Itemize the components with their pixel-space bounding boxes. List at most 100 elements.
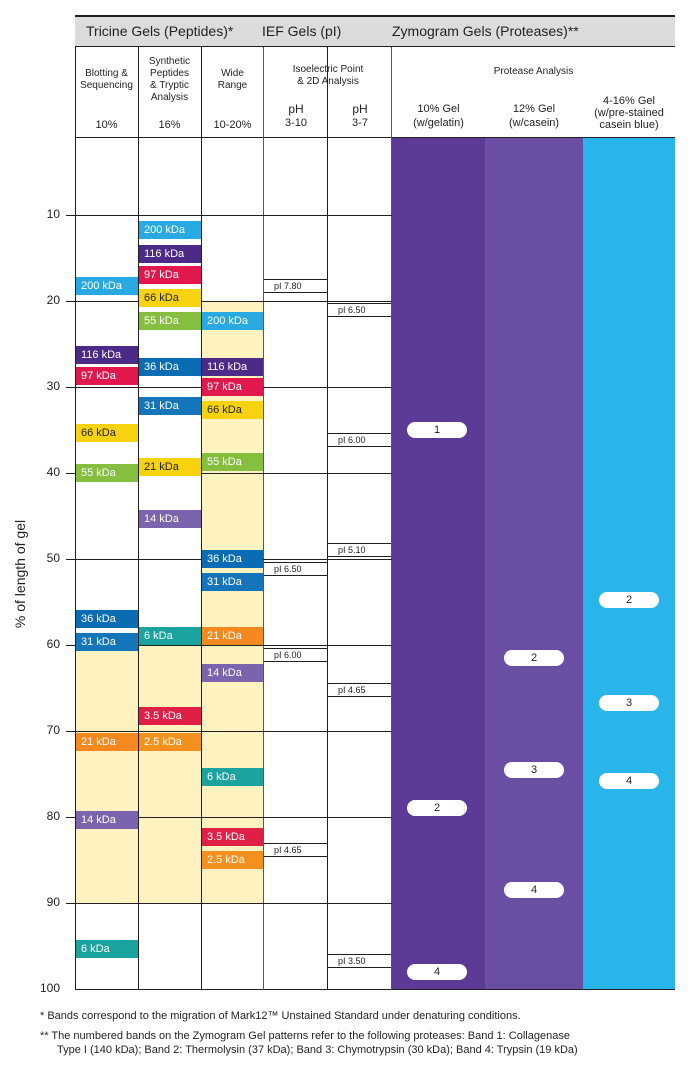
pi-marker-ph37: pI 3.50	[328, 954, 391, 969]
band-col1: 200 kDa	[76, 277, 138, 296]
band-col2: 31 kDa	[139, 396, 201, 415]
tick-label: 10	[46, 207, 60, 221]
footnote-1: * Bands correspond to the migration of M…	[40, 1010, 521, 1022]
pi-marker-ph310: pI 7.80	[264, 278, 327, 293]
ph37-label: pH 3-7	[328, 102, 392, 130]
band-col3: 97 kDa	[202, 378, 263, 396]
pi-marker-ph37: pI 6.50	[328, 302, 391, 317]
band-col2: 3.5 kDa	[139, 707, 201, 726]
z3-line-2: (w/pre-stained	[594, 107, 664, 119]
synthetic-line-2: Peptides	[150, 68, 189, 79]
isoelectric-line-1: Isoelectric Point	[292, 64, 364, 75]
band-col2: 6 kDa	[139, 627, 201, 646]
band-col1: 14 kDa	[76, 810, 138, 829]
band-col2: 14 kDa	[139, 509, 201, 528]
blotting-line-1: Blotting &	[85, 68, 128, 79]
band-col2: 116 kDa	[139, 244, 201, 263]
protease-band-z3: 2	[599, 592, 659, 609]
band-col1: 31 kDa	[76, 633, 138, 652]
band-col3: 55 kDa	[202, 452, 263, 471]
tick-label: 80	[46, 809, 60, 823]
protease-band-z1: 4	[407, 963, 467, 980]
protease-band-z2: 2	[504, 649, 564, 666]
band-col3: 14 kDa	[202, 664, 263, 683]
band-col3: 36 kDa	[202, 550, 263, 568]
pi-marker-ph310: pI 6.50	[264, 562, 327, 577]
band-col3: 21 kDa	[202, 627, 263, 646]
protease-band-z2: 4	[504, 882, 564, 899]
gridline	[66, 731, 392, 732]
band-col2: 36 kDa	[139, 358, 201, 377]
pi-marker-ph37: pI 6.00	[328, 433, 391, 448]
ph37-line-2: 3-7	[352, 117, 368, 129]
tick-label: 90	[46, 895, 60, 909]
zymo-lane-casein	[485, 138, 583, 990]
pi-marker-ph37: pI 5.10	[328, 543, 391, 558]
z1-line-2: (w/gelatin)	[413, 117, 464, 129]
band-col1: 97 kDa	[76, 366, 138, 385]
z2-label: 12% Gel (w/casein)	[485, 102, 583, 130]
band-col2: 200 kDa	[139, 221, 201, 240]
z1-line-1: 10% Gel	[417, 103, 460, 115]
zymo-lane-casein-blue	[583, 138, 675, 990]
tick-label: 100	[39, 981, 60, 995]
pi-marker-ph37: pI 4.65	[328, 682, 391, 697]
protease-band-z1: 1	[407, 422, 467, 438]
col2-pct: 16%	[158, 119, 181, 131]
tick-label: 50	[46, 551, 60, 565]
blotting-line-2: Sequencing	[80, 80, 133, 91]
pi-marker-ph310: pI 4.65	[264, 842, 327, 857]
synthetic-line-1: Synthetic	[148, 56, 191, 67]
y-axis-label: % of length of gel	[12, 519, 28, 629]
tricine-title: Tricine Gels (Peptides)*	[86, 23, 234, 39]
pi-marker-ph310: pI 6.00	[264, 648, 327, 663]
band-col2: 97 kDa	[139, 266, 201, 285]
wide-line-1: Wide	[221, 68, 244, 79]
ph310-line-1: pH	[288, 102, 304, 116]
z2-line-2: (w/casein)	[508, 117, 560, 129]
synthetic-line-4: Analysis	[150, 92, 189, 103]
col3-pct: 10-20%	[213, 119, 252, 131]
blotting-label: Blotting & Sequencing	[75, 68, 138, 92]
col-divider-0	[75, 47, 76, 990]
tick-label: 20	[46, 293, 60, 307]
gridline	[66, 215, 392, 216]
ief-title: IEF Gels (pI)	[262, 23, 342, 39]
gridline	[66, 473, 392, 474]
z3-line-3: casein blue)	[599, 119, 659, 131]
gridline	[66, 301, 392, 302]
band-col2: 66 kDa	[139, 289, 201, 308]
gridline	[66, 817, 392, 818]
band-col3: 66 kDa	[202, 401, 263, 420]
band-col1: 116 kDa	[76, 346, 138, 365]
col-divider-3	[327, 47, 328, 990]
ph310-label: pH 3-10	[264, 102, 328, 130]
ph310-line-2: 3-10	[284, 117, 308, 129]
red-divider-zymo	[391, 47, 392, 990]
band-col3: 2.5 kDa	[202, 851, 263, 869]
band-col1: 36 kDa	[76, 610, 138, 629]
shade-col1	[76, 645, 138, 903]
header-bar	[75, 15, 675, 47]
band-col2: 55 kDa	[139, 311, 201, 330]
protease-band-z1: 2	[407, 800, 467, 817]
z2-line-1: 12% Gel	[512, 103, 556, 115]
band-col2: 2.5 kDa	[139, 733, 201, 752]
z3-line-1: 4-16% Gel	[603, 95, 655, 107]
z3-label: 4-16% Gel (w/pre-stained casein blue)	[583, 95, 675, 131]
band-col3: 3.5 kDa	[202, 827, 263, 846]
bottom-rule	[75, 989, 675, 990]
z1-label: 10% Gel (w/gelatin)	[392, 102, 485, 130]
isoelectric-line-2: & 2D Analysis	[297, 76, 359, 87]
band-col1: 55 kDa	[76, 464, 138, 482]
tick-label: 40	[46, 465, 60, 479]
protease-label: Protease Analysis	[493, 66, 574, 77]
band-col1: 6 kDa	[76, 939, 138, 958]
ph37-line-1: pH	[352, 102, 368, 116]
band-col3: 31 kDa	[202, 573, 263, 592]
band-col1: 66 kDa	[76, 423, 138, 442]
protease-band-z3: 3	[599, 695, 659, 712]
protease-band-z3: 4	[599, 772, 659, 789]
footnote-2b: Type I (140 kDa); Band 2: Thermolysin (3…	[57, 1044, 578, 1056]
band-col3: 200 kDa	[202, 311, 263, 330]
